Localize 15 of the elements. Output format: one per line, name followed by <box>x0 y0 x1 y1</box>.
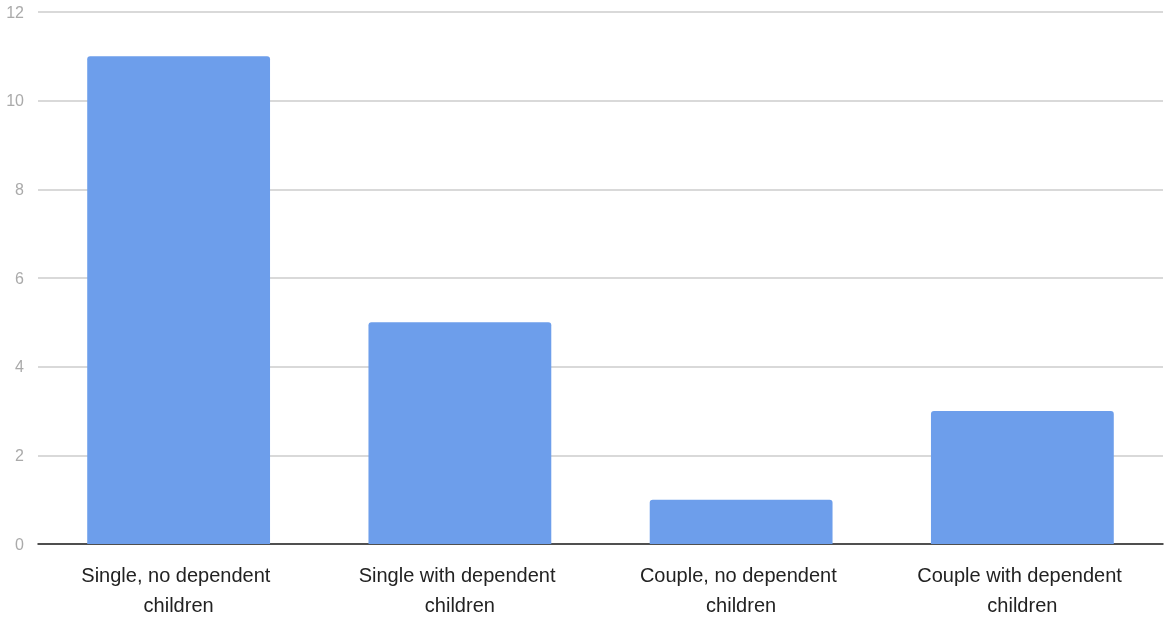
bar <box>87 56 271 544</box>
x-tick-label: Single with dependent children <box>358 564 562 616</box>
y-tick-label: 6 <box>15 269 25 287</box>
y-tick-label: 2 <box>15 446 25 464</box>
y-tick-label: 10 <box>6 92 25 110</box>
y-tick-label: 8 <box>15 180 25 198</box>
x-tick-label: Couple with dependent children <box>917 564 1128 616</box>
x-tick-label: Couple, no dependent children <box>639 564 843 616</box>
bar <box>649 499 833 544</box>
y-tick-label: 0 <box>15 535 25 553</box>
y-tick-label: 4 <box>15 358 25 376</box>
y-tick-label: 12 <box>6 3 25 21</box>
x-tick-label: Single, no dependent children <box>81 564 276 616</box>
bar <box>368 322 552 544</box>
bar <box>930 411 1114 544</box>
